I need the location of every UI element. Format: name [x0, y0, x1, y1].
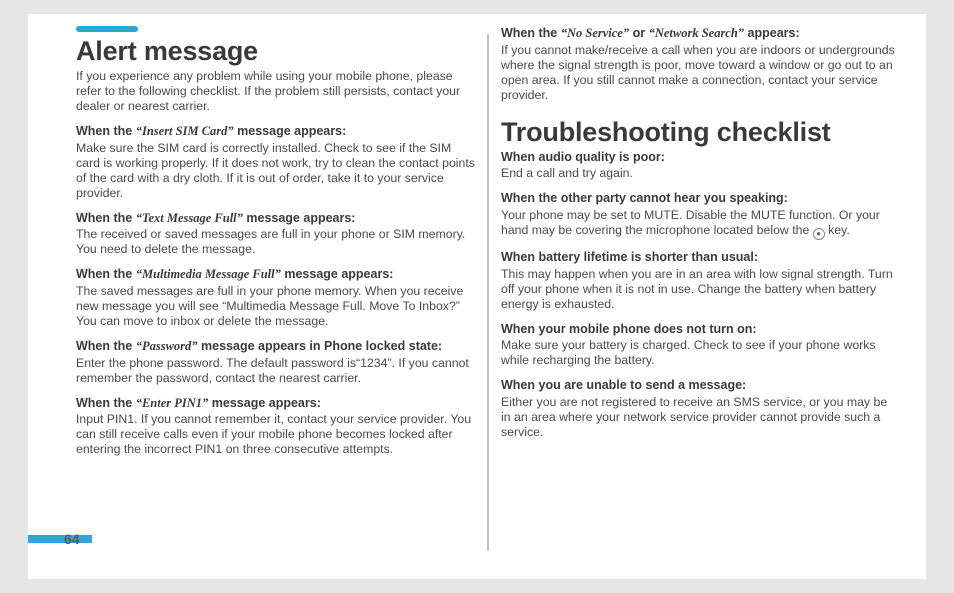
section-body-sim: Make sure the SIM card is correctly inst… [76, 141, 475, 201]
section-head-sim: When the “Insert SIM Card” message appea… [76, 124, 475, 140]
section-body-noservice: If you cannot make/receive a call when y… [501, 43, 900, 103]
head-msg: “Text Message Full” [136, 211, 243, 225]
head-msg: “Enter PIN1” [136, 396, 209, 410]
column-divider [487, 34, 489, 551]
head-mid: or [629, 26, 648, 40]
head-pre: When the [76, 396, 136, 410]
head-pre: When the [76, 124, 136, 138]
alert-message-heading: Alert message [76, 36, 475, 67]
section-head-noservice: When the “No Service” or “Network Search… [501, 26, 900, 42]
manual-page: Alert message If you experience any prob… [28, 14, 926, 579]
section-head-sendmsg: When you are unable to send a message: [501, 378, 900, 394]
section-head-battery: When battery lifetime is shorter than us… [501, 250, 900, 266]
section-body-pin1: Input PIN1. If you cannot remember it, c… [76, 412, 475, 457]
head-pre: When the [76, 267, 136, 281]
right-column: When the “No Service” or “Network Search… [501, 26, 900, 561]
section-body-audio: End a call and try again. [501, 166, 900, 181]
section-head-password: When the “Password” message appears in P… [76, 339, 475, 355]
head-post: message appears: [208, 396, 321, 410]
section-body-password: Enter the phone password. The default pa… [76, 356, 475, 386]
head-pre: When the [501, 26, 561, 40]
page-number: 64 [64, 531, 80, 547]
head-msg: “Multimedia Message Full” [136, 267, 281, 281]
page-number-bar [28, 535, 92, 543]
head-msg: “Password” [136, 339, 198, 353]
head-post: message appears: [281, 267, 394, 281]
section-head-pin1: When the “Enter PIN1” message appears: [76, 396, 475, 412]
section-body-mmsfull: The saved messages are full in your phon… [76, 284, 475, 329]
section-body-mute: Your phone may be set to MUTE. Disable t… [501, 208, 900, 240]
section-body-textfull: The received or saved messages are full … [76, 227, 475, 257]
two-column-layout: Alert message If you experience any prob… [28, 14, 926, 579]
section-body-battery: This may happen when you are in an area … [501, 267, 900, 312]
section-head-textfull: When the “Text Message Full” message app… [76, 211, 475, 227]
section-head-mute: When the other party cannot hear you spe… [501, 191, 900, 207]
left-column: Alert message If you experience any prob… [76, 26, 475, 561]
head-post: appears: [744, 26, 800, 40]
section-head-mmsfull: When the “Multimedia Message Full” messa… [76, 267, 475, 283]
troubleshooting-heading: Troubleshooting checklist [501, 117, 900, 148]
section-head-audio: When audio quality is poor: [501, 150, 900, 166]
key-icon: ● [813, 228, 825, 240]
accent-bar [76, 26, 138, 32]
alert-intro-text: If you experience any problem while usin… [76, 69, 475, 114]
body-post: key. [825, 223, 850, 237]
head-post: message appears: [243, 211, 356, 225]
head-msg: “Network Search” [649, 26, 745, 40]
head-post: message appears in Phone locked state: [198, 339, 443, 353]
head-pre: When the [76, 211, 136, 225]
section-body-sendmsg: Either you are not registered to receive… [501, 395, 900, 440]
section-head-poweron: When your mobile phone does not turn on: [501, 322, 900, 338]
head-msg: “Insert SIM Card” [136, 124, 234, 138]
section-body-poweron: Make sure your battery is charged. Check… [501, 338, 900, 368]
head-msg: “No Service” [561, 26, 629, 40]
head-pre: When the [76, 339, 136, 353]
head-post: message appears: [234, 124, 347, 138]
